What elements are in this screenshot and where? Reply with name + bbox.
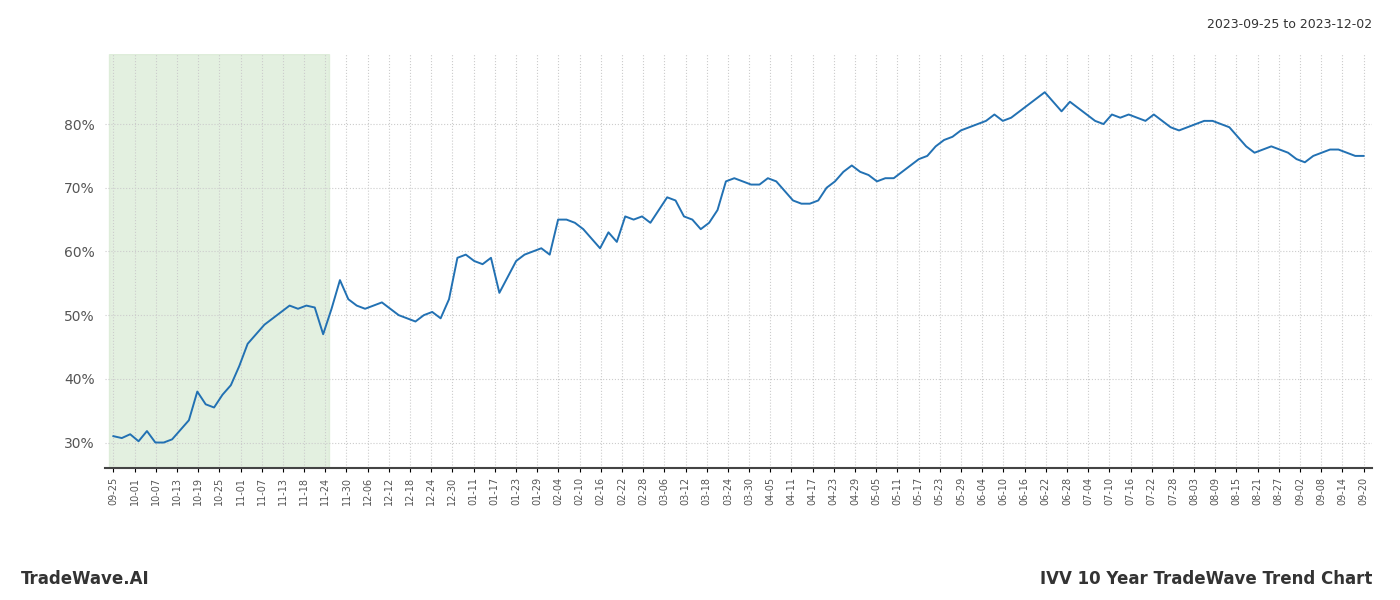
Text: 2023-09-25 to 2023-12-02: 2023-09-25 to 2023-12-02 <box>1207 18 1372 31</box>
Text: TradeWave.AI: TradeWave.AI <box>21 570 150 588</box>
Text: IVV 10 Year TradeWave Trend Chart: IVV 10 Year TradeWave Trend Chart <box>1040 570 1372 588</box>
Bar <box>109 54 329 468</box>
